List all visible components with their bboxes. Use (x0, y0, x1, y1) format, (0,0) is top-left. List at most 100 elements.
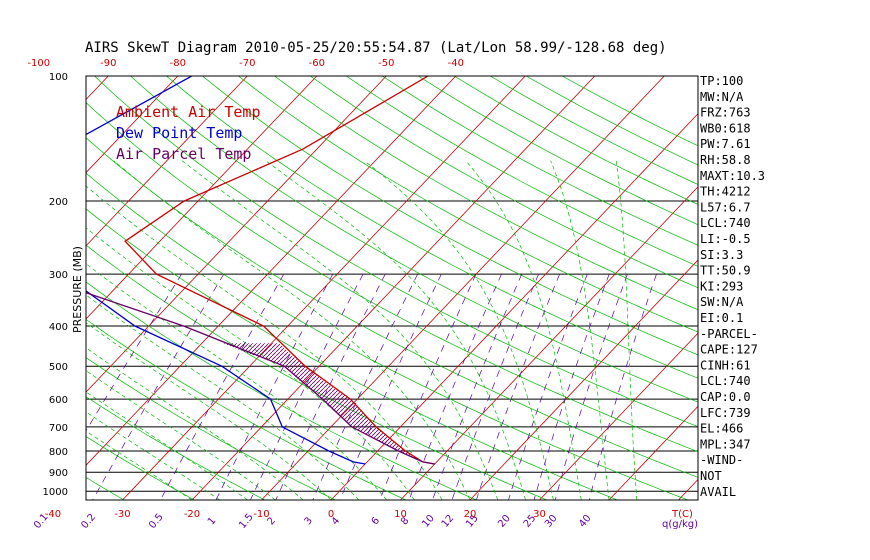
dry-adiabat-line (86, 396, 266, 500)
dry-adiabat-line (202, 76, 698, 356)
moist-adiabat-line (86, 370, 276, 500)
bottom-temp-tick-label: -10 (253, 509, 269, 520)
top-temp-tick-label: -70 (239, 58, 255, 69)
dry-adiabat-line (130, 76, 698, 403)
isotherm-line (608, 405, 698, 500)
chart-title: AIRS SkewT Diagram 2010-05-25/20:55:54.8… (85, 40, 667, 56)
index-value: TP:100 (700, 74, 743, 88)
dry-adiabat-line (86, 102, 698, 453)
mixing-ratio-line (508, 273, 588, 500)
mixing-ratio-line (432, 273, 523, 500)
pressure-tick-label: 400 (49, 322, 68, 333)
dry-adiabat-line (86, 137, 698, 478)
pressure-tick-label: 800 (49, 447, 68, 458)
index-value: CAPE:127 (700, 343, 758, 357)
isotherm-line (748, 76, 870, 500)
moist-adiabat-line (615, 160, 638, 500)
index-value: MW:N/A (700, 90, 744, 104)
moist-adiabat-line (465, 160, 582, 500)
dry-adiabat-line (274, 76, 698, 311)
legend-entry: Air Parcel Temp (116, 145, 251, 163)
pressure-tick-label: 300 (49, 270, 68, 281)
dry-adiabat-line (94, 76, 698, 428)
moist-adiabat-line (364, 160, 554, 500)
index-value: LCL:740 (700, 374, 751, 388)
dry-adiabat-line (238, 76, 698, 333)
bottom-temp-tick-label: 10 (394, 509, 407, 520)
mixing-ratio-tick-label: 6 (370, 515, 383, 527)
mixing-ratio-line (475, 273, 560, 500)
index-value: -WIND- (700, 453, 743, 467)
mixing-ratio-tick-label: 12 (440, 513, 457, 530)
mixing-ratio-tick-label: 20 (496, 513, 513, 530)
dry-adiabat-line (86, 281, 477, 500)
legend-entry: Ambient Air Temp (116, 103, 261, 121)
plot-grid (0, 76, 870, 500)
bottom-temp-tick-label: -20 (184, 509, 200, 520)
mixing-ratio-line (339, 273, 442, 500)
pressure-axis: 100 200 300 400 500 600 700 800 900 1000 (43, 72, 68, 498)
bottom-temp-tick-label: -40 (45, 509, 61, 520)
mixing-unit-label: q(g/kg) (662, 519, 698, 530)
index-value: KI:293 (700, 279, 743, 293)
isotherm-line (86, 76, 457, 466)
dry-adiabat-line (454, 76, 698, 205)
y-axis-label: PRESSURE (MB) (71, 246, 84, 333)
mixing-ratio-tick-label: 4 (330, 515, 343, 527)
moist-adiabat-line (86, 322, 332, 500)
moist-adiabat-line (86, 391, 248, 500)
moist-adiabat-line (86, 294, 360, 500)
mixing-ratio-line (408, 273, 502, 500)
bottom-temp-tick-label: 20 (464, 509, 477, 520)
moist-adiabat-line (550, 160, 610, 500)
dry-adiabat-line (0, 76, 54, 500)
isotherm-line (0, 76, 39, 500)
pressure-tick-label: 900 (49, 468, 68, 479)
mixing-ratio-tick-label: 2 (266, 515, 279, 527)
isotherm-line (191, 76, 596, 500)
dry-adiabat-line (86, 318, 407, 500)
mixing-ratio-line (554, 273, 628, 500)
mixing-ratio-line (588, 273, 657, 500)
temperature-axes: -50-40-30-20-100102030-120-110-100-90-80… (27, 58, 593, 531)
index-value: CAP:0.0 (700, 390, 751, 404)
isotherm-line (86, 76, 179, 174)
pressure-tick-label: 600 (49, 395, 68, 406)
index-value: RH:58.8 (700, 153, 751, 167)
top-temp-tick-label: -60 (309, 58, 325, 69)
mixing-ratio-tick-label: 8 (399, 515, 412, 527)
index-value: LFC:739 (700, 406, 751, 420)
pressure-tick-label: 200 (49, 197, 68, 208)
cape-area (222, 343, 423, 462)
index-value: LI:-0.5 (700, 232, 751, 246)
dry-adiabat-line (86, 172, 689, 500)
dry-adiabat-line (86, 436, 195, 500)
mixing-ratio-line (275, 273, 386, 500)
moist-adiabat-line (86, 430, 193, 500)
dry-adiabat-line (86, 357, 336, 500)
mixing-ratio-line (533, 273, 610, 500)
mixing-ratio-line (379, 273, 477, 500)
isotherm-line (86, 76, 248, 247)
dry-adiabat-line (86, 477, 125, 500)
index-value: LCL:740 (700, 216, 751, 230)
top-temp-tick-label: -50 (378, 58, 394, 69)
top-temp-tick-label: -90 (100, 58, 116, 69)
isotherm-line (86, 76, 109, 101)
mixing-ratio-tick-label: 10 (420, 513, 437, 530)
mixing-ratio-tick-label: 3 (303, 515, 316, 527)
isotherm-line (261, 76, 665, 500)
moist-adiabat-line (86, 411, 220, 500)
bottom-temp-tick-label: 30 (533, 509, 546, 520)
isotherm-line (469, 259, 698, 500)
isotherm-line (400, 186, 698, 500)
isotherm-line (86, 76, 318, 320)
pressure-tick-label: 700 (49, 423, 68, 434)
dry-adiabat-line (310, 76, 698, 289)
dry-adiabat-line (346, 76, 698, 267)
legend-entry: Dew Point Temp (116, 124, 242, 142)
index-value: FRZ:763 (700, 106, 751, 120)
mixing-ratio-tick-label: 1 (206, 515, 219, 527)
ambient-temp-line (124, 76, 435, 465)
